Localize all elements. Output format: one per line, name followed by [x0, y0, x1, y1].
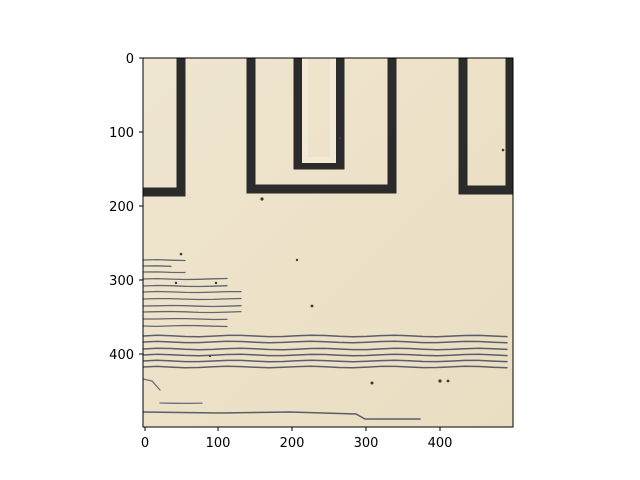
x-tick-label: 200: [280, 436, 305, 451]
image-plot: [143, 58, 513, 427]
middle-u-wall: [246, 58, 397, 194]
x-tick-label: 0: [141, 436, 149, 451]
y-tick-label: 0: [126, 52, 134, 67]
hatch-line: [143, 265, 172, 267]
hatch-line: [143, 340, 508, 344]
left-wall: [143, 58, 186, 197]
inner-u: [293, 58, 345, 170]
y-tick-label: 100: [109, 126, 134, 141]
axes-frame: [142, 57, 514, 428]
hatch-lines: [143, 258, 508, 420]
wall-lines: [143, 58, 513, 197]
hatch-line: [143, 277, 228, 281]
x-tick-label: 400: [428, 436, 453, 451]
hatch-line: [143, 290, 242, 294]
hatch-line: [143, 334, 508, 338]
hatch-line: [143, 324, 228, 328]
hatch-line: [143, 304, 242, 308]
x-tick-label: 300: [354, 436, 379, 451]
hatch-line: [143, 353, 508, 357]
hatch-line: [143, 347, 508, 351]
hatch-line: [143, 310, 242, 314]
y-axis: [139, 57, 143, 355]
hatch-line: [143, 317, 228, 321]
hatch-line: [143, 284, 228, 288]
hatch-line: [143, 365, 508, 369]
hatch-line: [143, 411, 421, 420]
y-tick-label: 300: [109, 274, 134, 289]
y-tick-label: 200: [109, 200, 134, 215]
specks: [174, 136, 505, 385]
hatch-line: [143, 271, 186, 274]
right-u-wall: [458, 58, 513, 195]
hatch-line: [143, 378, 161, 391]
hatch-line: [143, 258, 186, 262]
paper-background: [143, 58, 513, 427]
y-tick-label: 400: [109, 348, 134, 363]
x-axis: [144, 427, 441, 431]
x-tick-label: 100: [206, 436, 231, 451]
hatch-line: [143, 359, 508, 363]
hatch-line: [143, 297, 242, 301]
